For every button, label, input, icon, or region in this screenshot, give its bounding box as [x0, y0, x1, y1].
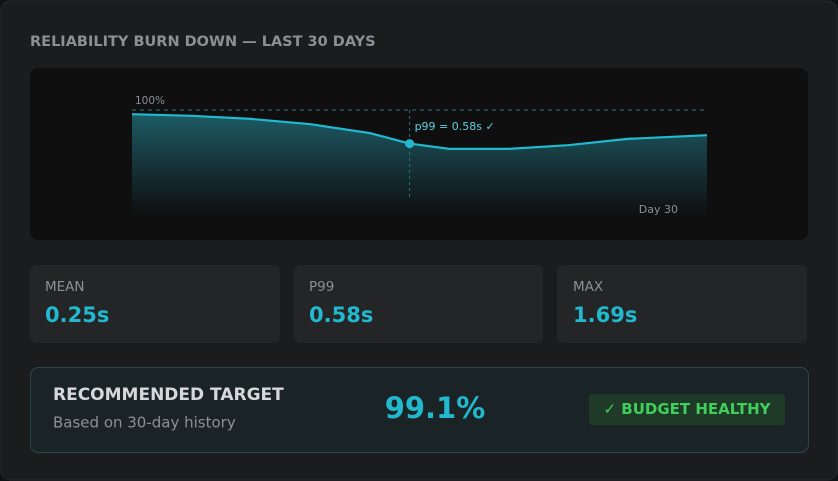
marker-point [405, 139, 415, 149]
stat-card [294, 265, 543, 343]
status-badge [589, 394, 785, 425]
stat-card [30, 265, 280, 343]
stat-label: MAX [573, 279, 603, 295]
card-title: RELIABILITY BURN DOWN — LAST 30 DAYS [30, 34, 376, 50]
status-badge-text: ✓ BUDGET HEALTHY [604, 400, 772, 418]
stat-label: MEAN [45, 279, 85, 295]
target-value: 99.1% [385, 391, 486, 425]
stat-card [557, 265, 807, 343]
annotation: p99 = 0.58s ✓ [415, 120, 495, 133]
x-tick-label: Day 30 [639, 203, 678, 216]
target-panel [30, 367, 809, 453]
stat-label: P99 [309, 279, 334, 295]
target-title: RECOMMENDED TARGET [53, 385, 284, 405]
area [132, 114, 707, 215]
stat-value: 1.69s [573, 303, 637, 327]
y-tick-label: 100% [135, 95, 165, 107]
stat-value: 0.58s [309, 303, 373, 327]
stat-value: 0.25s [45, 303, 109, 327]
target-subtitle: Based on 30-day history [53, 414, 236, 432]
